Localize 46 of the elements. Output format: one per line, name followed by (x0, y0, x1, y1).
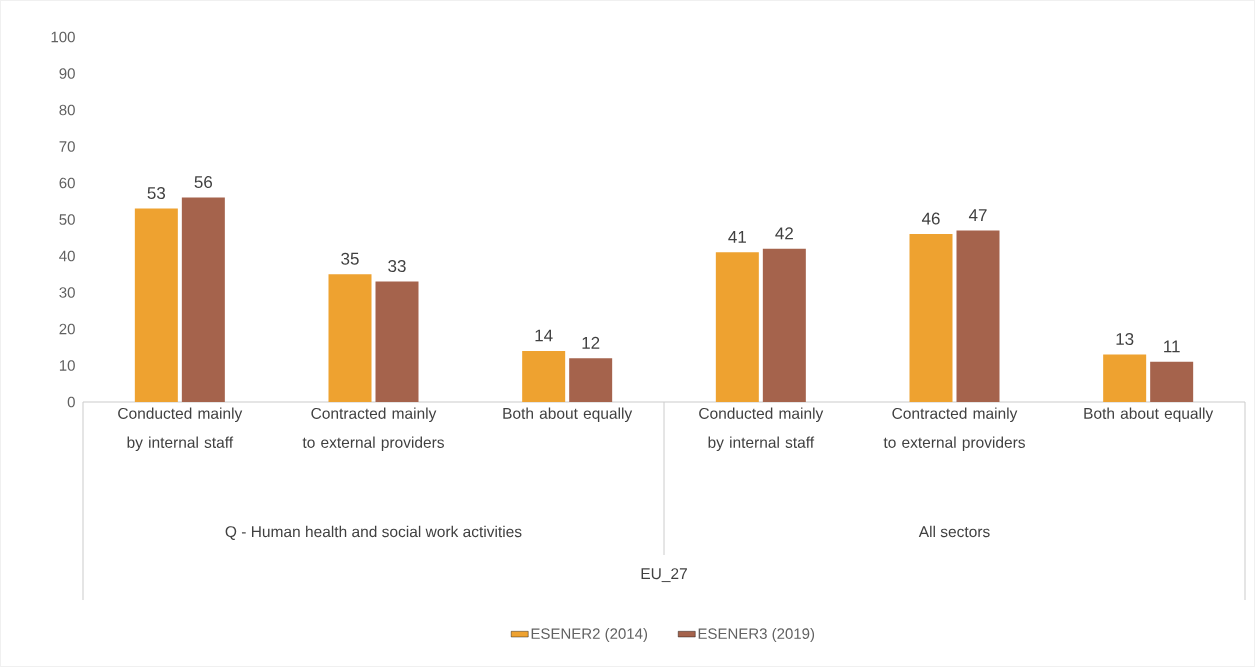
text: All sectors (918, 525, 990, 538)
x-tick-label: Both about equally (503, 407, 633, 422)
data-label: 13 (1116, 332, 1134, 346)
data-label: 47 (968, 209, 987, 221)
legend-label: ESENER2 (2014) (531, 627, 648, 642)
y-tick-label: 0 (67, 396, 75, 408)
bar (909, 234, 953, 402)
bar (328, 274, 372, 402)
bar (1150, 361, 1194, 402)
bar (522, 350, 566, 402)
data-label: 33 (388, 259, 406, 273)
y-tick-label: 40 (59, 250, 75, 262)
y-tick-label: 80 (59, 104, 75, 116)
bar (1103, 354, 1147, 402)
x-tick-label: Contracted mainly to external providers (302, 407, 444, 451)
bar (375, 281, 419, 402)
y-tick-label: 100 (51, 31, 75, 43)
bar (569, 358, 613, 402)
y-tick-label: 30 (59, 287, 75, 298)
data-label: 41 (728, 231, 746, 243)
data-label: 56 (194, 176, 213, 189)
legend-label: ESENER3 (2019) (698, 627, 815, 642)
bar (134, 208, 178, 402)
data-label: 46 (921, 212, 940, 225)
x-tick-label: Conducted mainly by internal staff (118, 407, 243, 451)
x-tick-label: Contracted mainly to external providers (883, 407, 1025, 451)
x-tick-label: Conducted mainly by internal staff (699, 407, 824, 451)
data-label: 42 (775, 227, 793, 240)
y-tick-label: 70 (59, 141, 75, 152)
data-label: 14 (535, 329, 553, 342)
bar (956, 230, 1000, 402)
bar (181, 197, 225, 402)
y-tick-label: 10 (59, 360, 75, 371)
data-label: 53 (147, 186, 166, 200)
y-tick-label: 60 (59, 177, 75, 189)
text: EU_27 (641, 568, 687, 583)
y-tick-label: 50 (59, 214, 75, 225)
x-tick-label: Both about equally (1084, 407, 1214, 422)
data-label: 12 (582, 336, 600, 349)
data-label: 35 (341, 252, 359, 265)
bar (715, 252, 759, 402)
y-tick-label: 20 (59, 323, 75, 335)
bar (762, 248, 806, 402)
data-label: 11 (1164, 340, 1180, 353)
y-tick-label: 90 (59, 68, 75, 79)
text: Q - Human health and social work activities (225, 525, 522, 540)
